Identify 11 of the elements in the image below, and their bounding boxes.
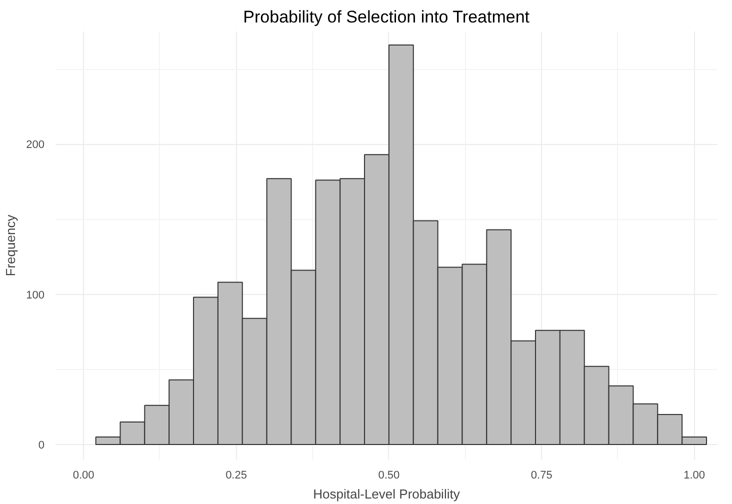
- x-tick-label: 0.25: [226, 470, 247, 482]
- chart-title: Probability of Selection into Treatment: [243, 8, 530, 26]
- y-tick-label: 100: [26, 289, 45, 302]
- x-tick-label: 0.75: [530, 470, 552, 482]
- y-tick-label: 0: [38, 439, 45, 452]
- x-tick-label: 1.00: [684, 470, 706, 482]
- x-axis-title: Hospital-Level Probability: [313, 486, 460, 502]
- y-axis-title: Frequency: [3, 214, 18, 276]
- y-tick-label: 200: [26, 139, 45, 152]
- x-tick-label: 0.50: [378, 470, 400, 482]
- x-tick-label: 0.00: [72, 470, 94, 482]
